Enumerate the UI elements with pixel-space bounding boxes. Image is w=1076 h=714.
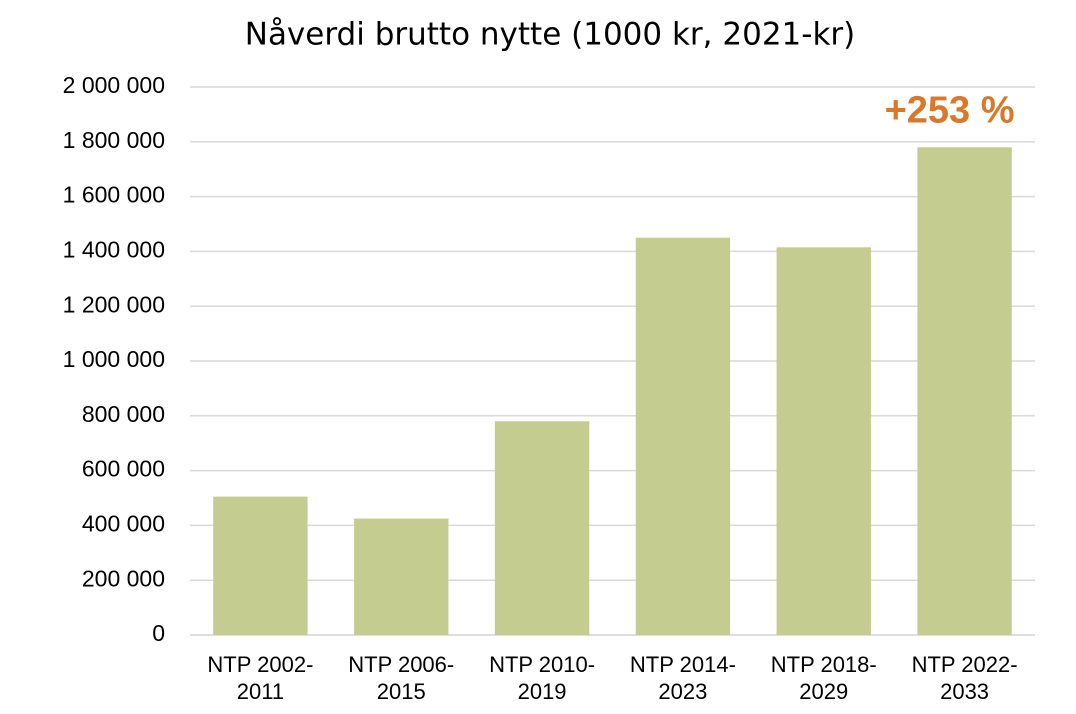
x-tick-label: NTP 2006-2015 <box>348 652 455 704</box>
y-tick-label: 1 600 000 <box>63 182 165 208</box>
y-tick-label: 800 000 <box>82 401 165 427</box>
y-tick-label: 1 000 000 <box>63 346 165 372</box>
bar <box>635 237 731 635</box>
x-tick-label: NTP 2014-2023 <box>629 652 736 704</box>
x-tick-label: NTP 2022-2033 <box>911 652 1018 704</box>
bar <box>494 421 590 635</box>
bar <box>917 147 1012 635</box>
x-tick-label: NTP 2010-2019 <box>489 652 596 704</box>
y-tick-label: 400 000 <box>82 510 165 536</box>
y-tick-label: 1 400 000 <box>63 236 165 262</box>
bar <box>213 496 308 635</box>
x-tick-label: NTP 2002-2011 <box>207 652 314 704</box>
y-tick-label: 200 000 <box>82 565 165 591</box>
bar <box>776 247 871 636</box>
y-tick-label: 1 800 000 <box>63 127 165 153</box>
y-tick-label: 1 200 000 <box>63 291 165 317</box>
bar <box>354 518 449 635</box>
x-tick-label: NTP 2018-2029 <box>770 652 877 704</box>
y-tick-label: 600 000 <box>82 456 165 482</box>
annotation: +253 % <box>885 89 1015 131</box>
chart-title: Nåverdi brutto nytte (1000 kr, 2021-kr) <box>245 17 856 53</box>
y-tick-label: 2 000 000 <box>63 72 165 98</box>
y-tick-label: 0 <box>152 620 165 646</box>
